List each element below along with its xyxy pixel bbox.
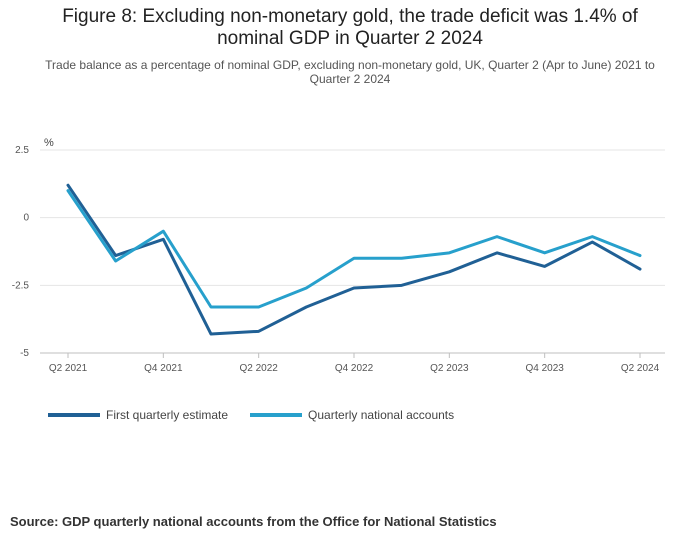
legend-item-first-estimate: First quarterly estimate bbox=[48, 408, 228, 422]
x-tick-label: Q2 2021 bbox=[49, 363, 88, 374]
legend-label-first-estimate: First quarterly estimate bbox=[106, 408, 229, 422]
y-tick-label: 2.5 bbox=[15, 145, 29, 156]
x-tick-label: Q2 2024 bbox=[621, 363, 660, 374]
legend-item-national-accounts: Quarterly national accounts bbox=[250, 408, 454, 422]
legend: First quarterly estimate Quarterly natio… bbox=[48, 408, 454, 422]
source-note: Source: GDP quarterly national accounts … bbox=[10, 514, 497, 529]
line-chart: 2.50-2.5-5 Q2 2021 Q4 2021 Q2 2022 Q4 2022 Q… bbox=[12, 137, 665, 374]
legend-label-national-accounts: Quarterly national accounts bbox=[308, 408, 455, 422]
series-line-first-estimate bbox=[66, 183, 642, 336]
y-tick-label: 0 bbox=[23, 213, 29, 224]
x-tick-label: Q4 2023 bbox=[525, 363, 564, 374]
legend-swatch-national-accounts bbox=[250, 413, 303, 417]
y-tick-label: -2.5 bbox=[12, 280, 30, 291]
y-tick-label: -5 bbox=[20, 348, 29, 359]
chart-title: Figure 8: Excluding non-monetary gold, t… bbox=[62, 6, 638, 49]
series-lines bbox=[66, 183, 642, 336]
x-axis-ticks: Q2 2021 Q4 2021 Q2 2022 Q4 2022 Q2 2023 Q4 20… bbox=[49, 353, 660, 374]
x-tick-label: Q2 2023 bbox=[430, 363, 469, 374]
x-tick-label: Q4 2021 bbox=[144, 363, 183, 374]
x-tick-label: Q4 2022 bbox=[335, 363, 374, 374]
y-axis-ticks: 2.5 0 -2.5 -5 bbox=[12, 145, 30, 359]
x-tick-label: Q2 2022 bbox=[239, 363, 278, 374]
series-line-national-accounts bbox=[66, 189, 642, 309]
chart-subtitle: Trade balance as a percentage of nominal… bbox=[45, 58, 655, 86]
y-axis-unit-label: % bbox=[44, 137, 54, 149]
gridlines bbox=[40, 149, 665, 354]
legend-swatch-first-estimate bbox=[48, 413, 100, 417]
